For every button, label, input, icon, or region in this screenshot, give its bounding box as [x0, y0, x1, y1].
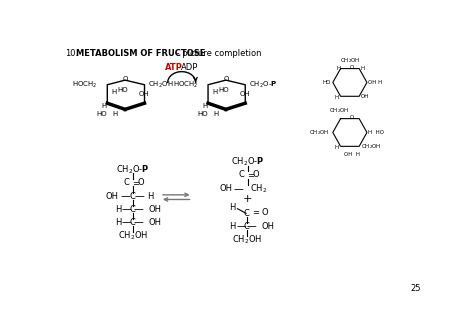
Text: C: C — [244, 209, 250, 218]
Text: CH$_2$OH: CH$_2$OH — [232, 233, 262, 246]
Text: H: H — [212, 90, 218, 96]
Text: 25: 25 — [410, 284, 420, 293]
Text: CH$_2$: CH$_2$ — [250, 182, 267, 195]
Text: C: C — [238, 170, 245, 179]
Text: CH$_2$OH: CH$_2$OH — [340, 56, 360, 65]
Text: HO: HO — [323, 80, 331, 85]
Text: HO: HO — [218, 87, 229, 93]
Text: OH: OH — [139, 91, 150, 97]
Text: H: H — [229, 222, 236, 231]
Text: CH$_2$OH: CH$_2$OH — [309, 128, 330, 137]
Text: —: — — [133, 217, 143, 227]
Text: - picture completion: - picture completion — [174, 49, 262, 58]
Text: H: H — [115, 218, 121, 227]
Text: —: — — [237, 221, 246, 231]
Text: OH  H: OH H — [344, 152, 360, 157]
Text: ATP: ATP — [165, 63, 183, 72]
Text: ADP: ADP — [181, 63, 198, 72]
Text: OH: OH — [262, 222, 274, 231]
Text: O: O — [223, 75, 228, 81]
Text: HOCH$_2$: HOCH$_2$ — [173, 79, 199, 90]
Text: —: — — [133, 204, 143, 214]
Text: —: — — [122, 217, 132, 227]
Text: H: H — [101, 103, 107, 109]
Text: METABOLISM OF FRUCTOSE: METABOLISM OF FRUCTOSE — [76, 49, 206, 58]
Text: $=$: $=$ — [131, 178, 141, 187]
Text: C: C — [124, 178, 130, 187]
Text: CH$_2$OH: CH$_2$OH — [361, 142, 381, 151]
Text: HO: HO — [118, 87, 128, 93]
Text: —: — — [233, 184, 243, 194]
Text: HO: HO — [197, 111, 208, 117]
Text: —: — — [120, 191, 130, 201]
Text: H: H — [112, 111, 118, 117]
Text: C: C — [244, 222, 250, 231]
Text: OH: OH — [361, 94, 369, 99]
Text: H: H — [147, 192, 153, 201]
Text: O: O — [252, 170, 259, 179]
Text: H: H — [213, 111, 219, 117]
Text: H: H — [115, 205, 121, 214]
Text: OH H: OH H — [368, 80, 383, 85]
Text: $=$O: $=$O — [251, 205, 269, 216]
Text: O: O — [349, 64, 354, 69]
Text: OH: OH — [148, 205, 161, 214]
Text: HOCH$_2$: HOCH$_2$ — [73, 79, 98, 90]
Text: OH: OH — [219, 184, 232, 193]
Text: OH: OH — [148, 218, 161, 227]
Text: H: H — [337, 66, 341, 71]
Text: —: — — [134, 191, 144, 201]
Text: CH$_2$O-$\bf{P}$: CH$_2$O-$\bf{P}$ — [231, 156, 264, 168]
Text: CH$_2$OH: CH$_2$OH — [118, 229, 148, 242]
Text: HO: HO — [97, 111, 107, 117]
Text: H: H — [202, 103, 208, 109]
Text: 10.: 10. — [65, 49, 79, 58]
Text: OH: OH — [240, 91, 250, 97]
Text: OH: OH — [106, 192, 119, 201]
Text: H: H — [229, 203, 236, 212]
Text: $=$: $=$ — [246, 170, 256, 179]
Text: CH$_2$OH: CH$_2$OH — [148, 79, 174, 90]
Text: O: O — [137, 178, 144, 187]
Text: CH$_2$O-$\bf{P}$: CH$_2$O-$\bf{P}$ — [116, 163, 150, 176]
Text: C: C — [130, 205, 136, 214]
Text: H: H — [335, 95, 339, 100]
Text: —: — — [122, 204, 132, 214]
Text: H  HO: H HO — [368, 130, 384, 135]
Text: —: — — [246, 221, 256, 231]
Text: H: H — [335, 145, 339, 150]
Text: C: C — [130, 192, 136, 201]
Text: O: O — [349, 115, 354, 120]
Text: CH$_2$OH: CH$_2$OH — [329, 107, 349, 115]
Text: CH$_2$O-$\bf{P}$: CH$_2$O-$\bf{P}$ — [249, 79, 278, 90]
Text: H: H — [112, 90, 117, 96]
Text: H: H — [361, 66, 365, 71]
Text: C: C — [130, 218, 136, 227]
Text: +: + — [243, 194, 252, 204]
Text: O: O — [122, 75, 128, 81]
